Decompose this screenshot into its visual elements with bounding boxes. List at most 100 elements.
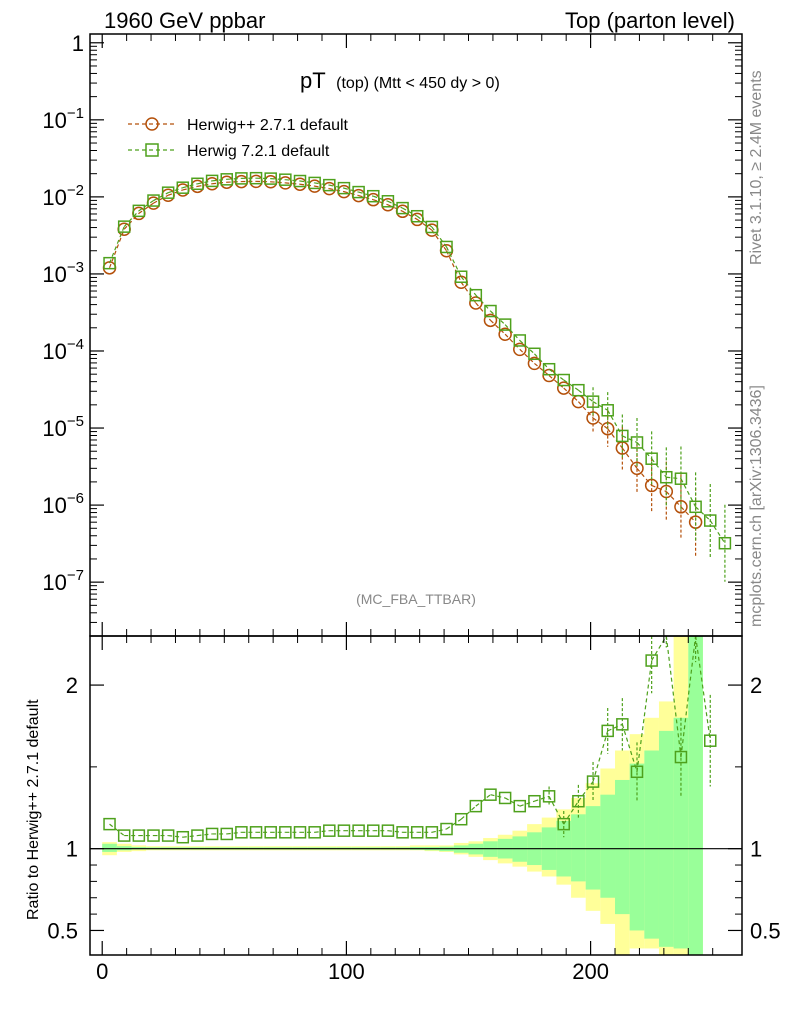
herwig7-point — [674, 472, 688, 485]
ratio-tick-label-right: 2 — [750, 673, 762, 698]
y-tick-base: 10 — [42, 493, 66, 518]
herwig7-connector — [636, 442, 653, 460]
herwig7-point — [235, 172, 248, 185]
herwig7-point — [293, 174, 307, 188]
header-right-label: Top (parton level) — [565, 8, 735, 33]
ratio-point — [147, 829, 160, 842]
herwig7-connector — [299, 180, 315, 184]
herwigpp-connector — [636, 467, 653, 486]
ratio-point — [249, 826, 263, 839]
ratio-connector — [636, 660, 653, 772]
band-inner-bin — [629, 763, 645, 931]
herwig7-connector — [592, 401, 608, 411]
ratio-tick-label-left: 2 — [66, 673, 78, 698]
y-tick-exponent: −4 — [67, 336, 84, 353]
herwig7-connector — [533, 353, 550, 370]
ratio-connector — [387, 830, 403, 833]
herwig7-connector — [578, 389, 594, 403]
ratio-point — [323, 824, 336, 837]
ratio-connector — [460, 805, 477, 820]
herwigpp-connector — [226, 180, 242, 183]
ratio-connector — [695, 635, 711, 741]
herwig7-connector — [285, 179, 301, 182]
ratio-point — [279, 826, 292, 839]
herwig7-point — [440, 240, 453, 254]
herwigpp-connector — [445, 250, 462, 283]
y-tick-exponent: −7 — [67, 567, 84, 584]
herwig7-connector — [709, 520, 726, 544]
herwig7-point — [484, 304, 497, 318]
y-tick-label: 1 — [72, 31, 84, 56]
herwigpp-point — [513, 342, 527, 357]
herwigpp-point — [630, 461, 644, 476]
y-tick-base: 10 — [42, 570, 66, 595]
herwigpp-point — [483, 313, 498, 328]
herwigpp-point — [586, 411, 600, 425]
ratio-point — [367, 824, 380, 837]
ratio-connector — [563, 800, 579, 825]
herwig7-connector — [519, 340, 535, 355]
ratio-point — [410, 826, 424, 839]
herwig7-point — [689, 500, 702, 514]
herwigpp-connector — [680, 506, 697, 523]
ratio-point — [103, 817, 116, 831]
plot-title: pT (top) (Mtt < 450 dy > 0) — [300, 68, 500, 93]
herwig7-connector — [387, 200, 403, 209]
herwigpp-point — [674, 500, 688, 514]
herwig7-point — [572, 383, 585, 397]
herwig7-connector — [416, 215, 433, 228]
ratio-connector — [431, 828, 447, 833]
herwig7-connector — [475, 294, 491, 312]
herwigpp-connector — [402, 210, 418, 220]
ratio-point — [337, 824, 351, 837]
herwig7-connector — [622, 435, 638, 444]
herwig7-point — [718, 536, 732, 550]
ratio-connector — [621, 724, 638, 772]
herwigpp-connector — [621, 447, 638, 469]
ratio-connector — [490, 794, 506, 799]
herwigpp-connector — [534, 362, 550, 377]
herwig7-point — [147, 194, 160, 207]
herwigpp-point — [498, 327, 512, 341]
herwig7-point — [381, 195, 395, 208]
herwigpp-connector — [167, 189, 183, 196]
band-inner-bin — [688, 636, 703, 955]
herwig7-point — [528, 347, 541, 361]
herwig7-connector — [314, 182, 330, 186]
ratio-connector — [446, 818, 462, 830]
herwig7-connector — [607, 409, 623, 437]
rivet-version-label: Rivet 3.1.10, ≥ 2.4M events — [748, 70, 765, 265]
ratio-connector — [534, 795, 550, 802]
herwig7-connector — [695, 506, 711, 521]
ratio-point — [161, 829, 175, 842]
herwig7-connector — [270, 178, 286, 181]
herwigpp-connector — [138, 202, 154, 214]
ratio-point — [630, 765, 644, 779]
herwigpp-connector — [373, 199, 389, 206]
y-tick-base: 10 — [42, 185, 66, 210]
ratio-point — [645, 654, 658, 667]
header-left-label: 1960 GeV ppbar — [104, 8, 265, 33]
ratio-point — [235, 826, 248, 839]
y-tick-exponent: −2 — [67, 182, 84, 199]
herwig7-connector — [358, 191, 374, 197]
y-tick-label: 10−1 — [42, 105, 84, 133]
herwigpp-connector — [314, 185, 330, 190]
ratio-point — [425, 826, 439, 839]
herwig7-point — [557, 373, 570, 387]
herwig7-connector — [212, 178, 227, 182]
herwig7-connector — [563, 379, 579, 391]
herwig7-point — [337, 181, 351, 195]
ratio-connector — [168, 834, 183, 838]
ratio-connector — [592, 730, 609, 782]
herwig7-point — [601, 404, 614, 417]
herwig7-connector — [167, 187, 183, 194]
herwigpp-connector — [490, 319, 506, 335]
ratio-point — [674, 750, 688, 764]
ratio-axis-label: Ratio to Herwig++ 2.7.1 default — [25, 699, 42, 920]
ratio-point — [484, 788, 497, 801]
mcplots-reference-label: mcplots.cern.ch [arXiv:1306.3436] — [748, 385, 765, 627]
ratio-series — [103, 635, 717, 844]
y-tick-base: 10 — [42, 416, 66, 441]
